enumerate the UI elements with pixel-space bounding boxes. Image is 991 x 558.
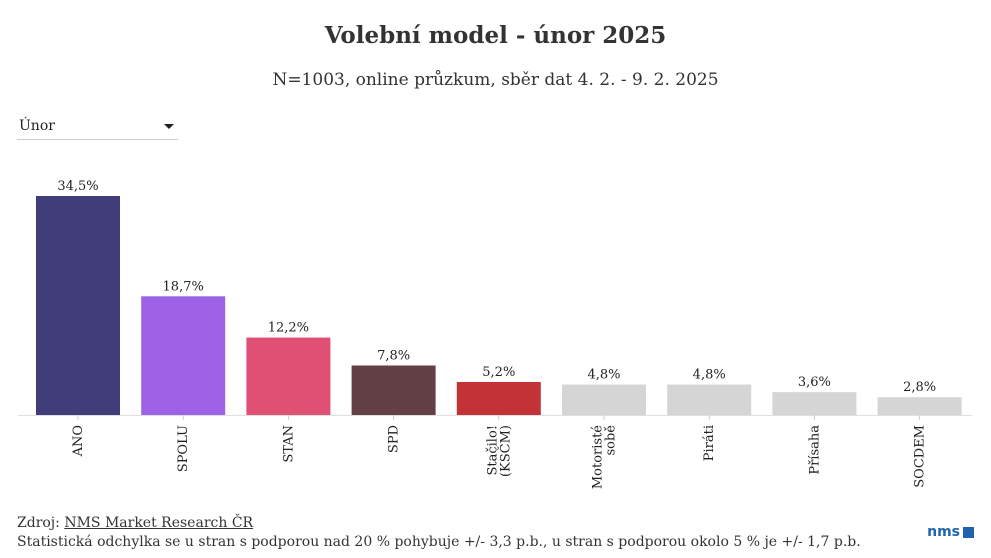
data-label-2: 12,2%	[268, 321, 309, 336]
data-label-1: 18,7%	[163, 279, 204, 294]
x-tick-label-line: SPOLU	[176, 425, 191, 472]
x-tick-label-0: ANO	[71, 425, 86, 457]
x-tick-label-3: SPD	[387, 425, 402, 453]
x-tick-label-8: SOCDEM	[913, 425, 928, 488]
x-tick-label-line: sobě	[604, 425, 619, 456]
bar-2[interactable]	[246, 337, 331, 415]
x-tick-label-line: ANO	[71, 425, 86, 457]
x-tick-label-2: STAN	[281, 425, 296, 463]
month-dropdown[interactable]: Únor	[17, 112, 178, 140]
bar-4[interactable]	[456, 381, 541, 415]
x-tick-label-line: SPD	[387, 425, 402, 453]
x-tick-label-line: Stačilo!	[485, 425, 500, 476]
source-link[interactable]: NMS Market Research ČR	[64, 515, 254, 531]
data-label-5: 4,8%	[587, 368, 620, 383]
chart-subtitle: N=1003, online průzkum, sběr dat 4. 2. -…	[272, 70, 719, 90]
bar-8[interactable]	[877, 397, 962, 415]
logo-square-icon	[963, 526, 974, 538]
bar-chart: 34,5% ANO 18,7% SPOLU 12,2% STAN 7,8% SPD 5,2% St…	[18, 179, 972, 489]
data-label-0: 34,5%	[57, 179, 98, 194]
x-tick-label-line: Přísaha	[807, 425, 822, 475]
nms-logo: nms	[927, 524, 974, 540]
footnote: Statistická odchylka se u stran s podpor…	[17, 534, 861, 550]
x-tick-label-line: STAN	[281, 425, 296, 463]
bar-0[interactable]	[36, 196, 120, 415]
logo-text: nms	[927, 524, 960, 540]
x-tick-label-7: Přísaha	[807, 425, 822, 475]
source-line: Zdroj: NMS Market Research ČR	[17, 515, 253, 531]
x-tick-label-6: Piráti	[702, 425, 717, 461]
bar-1[interactable]	[141, 296, 226, 415]
x-tick-label-4: Stačilo!(KSČM)	[485, 425, 513, 477]
x-tick-label-line: SOCDEM	[913, 425, 928, 488]
chevron-down-icon	[164, 124, 174, 129]
bar-6[interactable]	[667, 384, 752, 415]
x-tick-label-line: (KSČM)	[496, 425, 513, 477]
chart-title: Volební model - únor 2025	[324, 22, 667, 49]
data-label-3: 7,8%	[377, 348, 410, 363]
bar-3[interactable]	[351, 365, 436, 415]
data-label-4: 5,2%	[482, 365, 515, 380]
x-tick-label-1: SPOLU	[176, 425, 191, 472]
month-dropdown-value: Únor	[19, 118, 55, 134]
data-label-7: 3,6%	[798, 375, 831, 390]
source-prefix: Zdroj:	[17, 515, 65, 531]
data-label-6: 4,8%	[693, 368, 726, 383]
x-tick-label-line: Motoristé	[591, 425, 606, 489]
data-label-8: 2,8%	[903, 380, 936, 395]
bar-7[interactable]	[772, 392, 857, 415]
x-tick-label-line: Piráti	[702, 425, 717, 461]
bar-5[interactable]	[562, 384, 646, 415]
